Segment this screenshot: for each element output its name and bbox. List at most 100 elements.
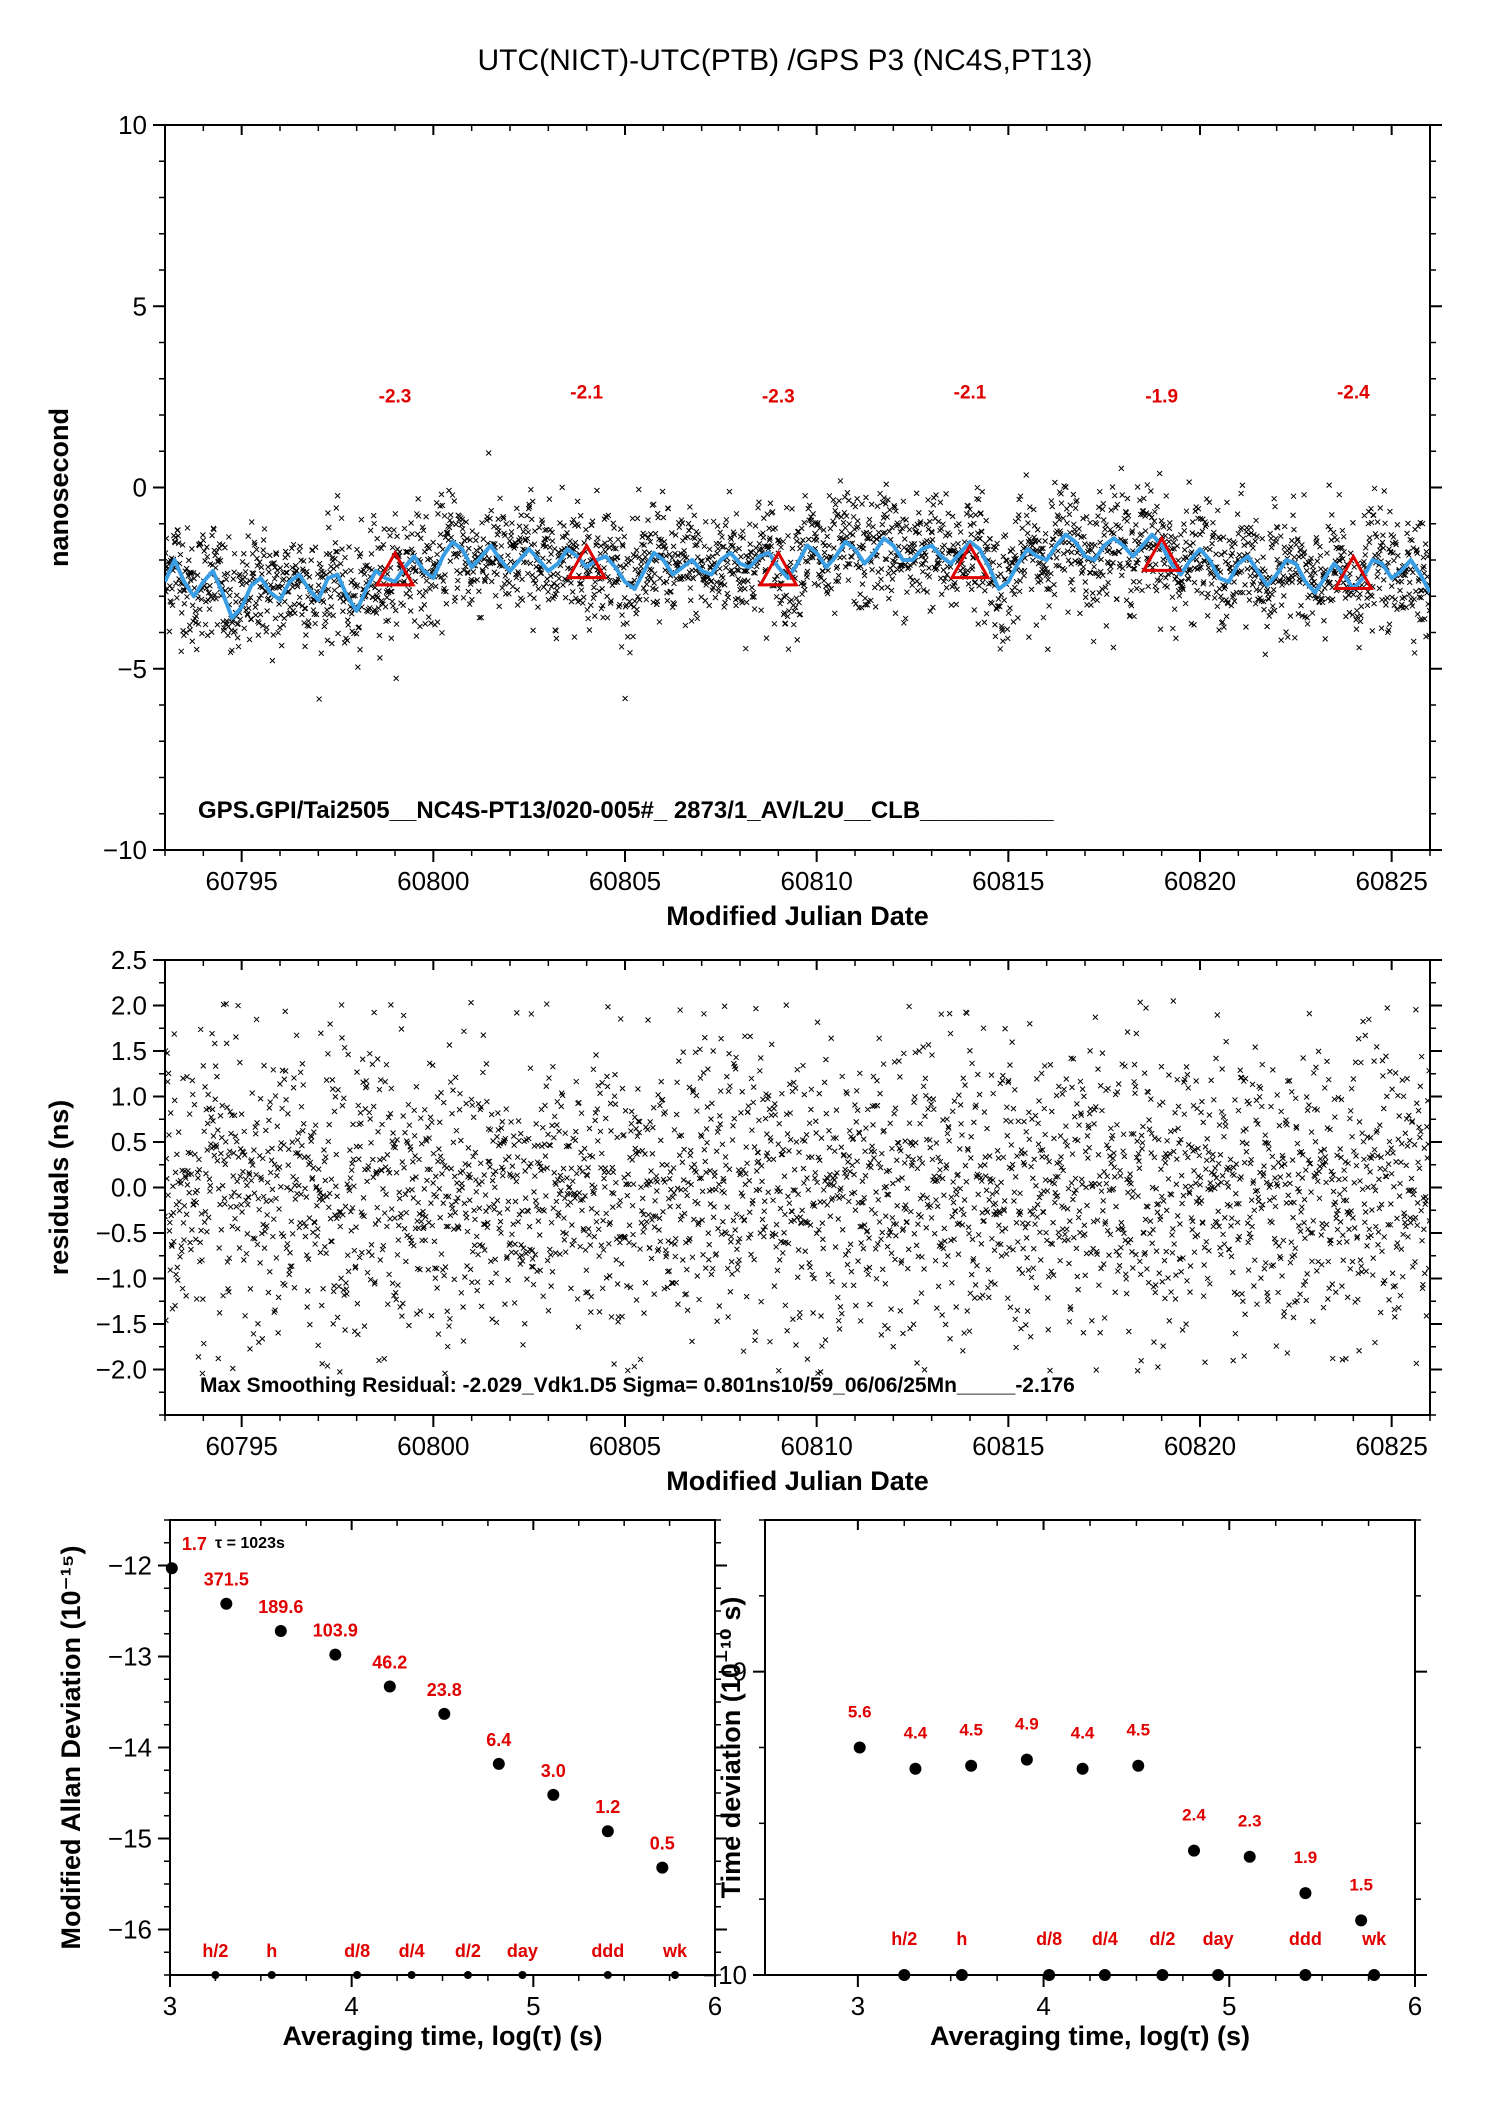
- residual-scatter-point: [646, 1212, 651, 1217]
- top-scatter-point: [737, 581, 742, 586]
- residual-scatter-point: [269, 1198, 274, 1203]
- top-scatter-point: [383, 604, 388, 609]
- residual-scatter-point: [380, 1186, 385, 1191]
- top-scatter-point: [690, 535, 695, 540]
- top-scatter-point: [1406, 553, 1411, 558]
- residual-scatter-point: [524, 1277, 529, 1282]
- top-scatter-point: [1391, 558, 1396, 563]
- top-scatter-point: [1215, 604, 1220, 609]
- residual-scatter-point: [626, 1172, 631, 1177]
- top-scatter-point: [635, 516, 640, 521]
- residual-scatter-point: [301, 1082, 306, 1087]
- residual-scatter-point: [609, 1128, 614, 1133]
- residual-scatter-point: [215, 1128, 220, 1133]
- top-scatter-point: [1134, 586, 1139, 591]
- top-scatter-point: [390, 599, 395, 604]
- residual-scatter-point: [284, 1246, 289, 1251]
- residual-scatter-point: [198, 1027, 203, 1032]
- residual-scatter-point: [561, 1166, 566, 1171]
- residual-scatter-point: [439, 1090, 444, 1095]
- residual-scatter-point: [933, 1198, 938, 1203]
- residual-scatter-point: [285, 1241, 290, 1246]
- top-scatter-point: [1320, 600, 1325, 605]
- top-scatter-point: [1237, 552, 1242, 557]
- residuals-xtick-label: 60815: [972, 1431, 1044, 1461]
- residual-scatter-point: [892, 1111, 897, 1116]
- top-scatter-point: [1096, 574, 1101, 579]
- top-scatter-point: [1314, 539, 1319, 544]
- top-scatter-point: [1195, 588, 1200, 593]
- top-scatter-point: [858, 564, 863, 569]
- top-scatter-point: [1034, 623, 1039, 628]
- top-scatter-point: [958, 529, 963, 534]
- residual-scatter-point: [361, 1195, 366, 1200]
- top-scatter-point: [552, 546, 557, 551]
- residual-scatter-point: [648, 1119, 653, 1124]
- residual-scatter-point: [509, 1232, 514, 1237]
- residual-scatter-point: [653, 1198, 658, 1203]
- top-scatter-point: [170, 586, 175, 591]
- top-scatter-point: [916, 510, 921, 515]
- top-scatter-point: [1281, 574, 1286, 579]
- residual-scatter-point: [291, 1085, 296, 1090]
- top-scatter-point: [688, 598, 693, 603]
- top-scatter-point: [834, 566, 839, 571]
- residual-scatter-point: [943, 1322, 948, 1327]
- residual-scatter-point: [717, 1303, 722, 1308]
- residual-scatter-point: [904, 1219, 909, 1224]
- residual-scatter-point: [470, 1103, 475, 1108]
- residual-scatter-point: [947, 1138, 952, 1143]
- residual-scatter-point: [482, 1172, 487, 1177]
- top-scatter-point: [1402, 595, 1407, 600]
- residual-scatter-point: [274, 1173, 279, 1178]
- residual-scatter-point: [497, 1226, 502, 1231]
- residual-scatter-point: [885, 1244, 890, 1249]
- top-xtick-label: 60805: [589, 866, 661, 896]
- top-scatter-point: [588, 603, 593, 608]
- residual-scatter-point: [843, 1252, 848, 1257]
- top-scatter-point: [1407, 592, 1412, 597]
- residual-scatter-point: [681, 1050, 686, 1055]
- residual-scatter-point: [282, 1077, 287, 1082]
- top-scatter-point: [541, 585, 546, 590]
- residual-scatter-point: [447, 1043, 452, 1048]
- top-scatter-point: [1313, 571, 1318, 576]
- residual-scatter-point: [836, 1318, 841, 1323]
- top-scatter-point: [258, 612, 263, 617]
- top-scatter-point: [474, 532, 479, 537]
- residual-scatter-point: [777, 1257, 782, 1262]
- residual-scatter-point: [801, 1181, 806, 1186]
- residual-scatter-point: [856, 1259, 861, 1264]
- top-scatter-point: [1095, 598, 1100, 603]
- residual-scatter-point: [387, 1272, 392, 1277]
- top-scatter-point: [1358, 613, 1363, 618]
- top-scatter-point: [1173, 536, 1178, 541]
- residual-scatter-point: [573, 1138, 578, 1143]
- top-scatter-point: [592, 614, 597, 619]
- top-scatter-point: [956, 521, 961, 526]
- top-scatter-point: [1307, 593, 1312, 598]
- residual-scatter-point: [244, 1251, 249, 1256]
- top-scatter-point: [611, 521, 616, 526]
- residual-scatter-point: [235, 1179, 240, 1184]
- top-scatter-point: [635, 607, 640, 612]
- top-scatter-point: [802, 520, 807, 525]
- residual-scatter-point: [639, 1220, 644, 1225]
- residual-scatter-point: [294, 1033, 299, 1038]
- residuals-xtick-label: 60795: [206, 1431, 278, 1461]
- residual-scatter-point: [281, 1234, 286, 1239]
- top-scatter-point: [1050, 504, 1055, 509]
- residual-scatter-point: [558, 1173, 563, 1178]
- residual-scatter-point: [612, 1072, 617, 1077]
- top-scatter-point: [1071, 492, 1076, 497]
- residual-scatter-point: [419, 1219, 424, 1224]
- top-scatter-point: [237, 572, 242, 577]
- top-scatter-point: [1324, 551, 1329, 556]
- residual-scatter-point: [658, 1138, 663, 1143]
- residual-scatter-point: [360, 1057, 365, 1062]
- residual-scatter-point: [560, 1178, 565, 1183]
- top-scatter-point: [978, 536, 983, 541]
- top-scatter-point: [729, 537, 734, 542]
- top-scatter-point: [1272, 496, 1277, 501]
- top-scatter-point: [1097, 489, 1102, 494]
